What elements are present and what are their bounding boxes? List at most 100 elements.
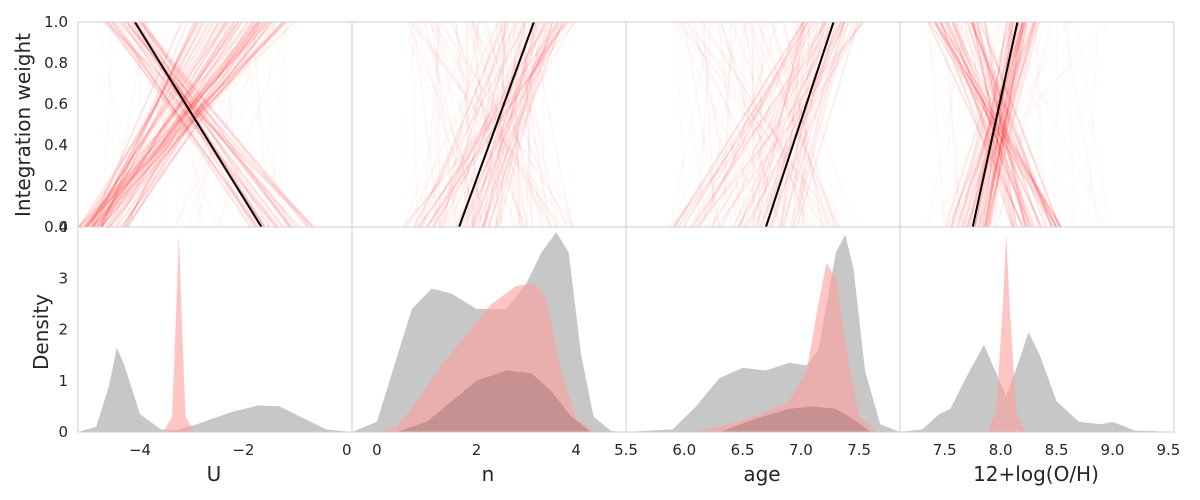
sample-line — [140, 22, 311, 228]
sample-line — [793, 22, 849, 228]
x-tick-label: 4 — [571, 441, 581, 459]
pink-density — [987, 234, 1026, 432]
sample-line — [110, 22, 254, 228]
sample-line — [496, 22, 553, 228]
sample-line — [691, 22, 834, 228]
sample-line — [468, 22, 540, 228]
y-tick-label: 0.4 — [44, 136, 68, 154]
sample-line — [967, 22, 1027, 228]
panel-3 — [625, 21, 901, 433]
panel-grid — [77, 21, 1175, 433]
sample-line — [120, 22, 298, 228]
x-tick-label: 9.0 — [1101, 441, 1125, 459]
sample-lines — [78, 22, 316, 228]
sample-line — [481, 22, 550, 228]
overlap-density — [396, 370, 592, 432]
sample-line — [86, 22, 221, 228]
panel-1 — [77, 21, 353, 433]
sample-line — [950, 22, 1015, 228]
sample-line — [781, 22, 837, 228]
sample-line — [979, 22, 1061, 228]
sample-line — [751, 22, 755, 228]
sample-line — [947, 22, 1036, 228]
sample-line — [789, 22, 845, 228]
sample-line — [956, 22, 1024, 228]
pink-density — [376, 283, 597, 432]
sample-line — [463, 22, 558, 228]
sample-line — [977, 22, 1023, 228]
bottom-ylabel: Density — [29, 294, 53, 370]
sample-line — [673, 22, 838, 228]
sample-line — [770, 22, 838, 228]
sample-line — [984, 22, 1014, 228]
x-tick-label: 6.5 — [731, 441, 755, 459]
sample-line — [474, 22, 541, 228]
sample-line — [986, 22, 1013, 228]
top-ylabel: Integration weight — [11, 33, 35, 217]
sample-line — [689, 22, 810, 228]
sample-line — [933, 22, 1062, 228]
sample-line — [100, 22, 284, 228]
sample-line — [935, 22, 1059, 228]
sample-line — [973, 22, 1029, 228]
sample-line — [976, 22, 1036, 228]
sample-line — [120, 22, 262, 228]
sample-line — [744, 22, 861, 228]
sample-line — [454, 22, 483, 228]
x-tick-label: 7.0 — [789, 441, 813, 459]
sample-line — [97, 22, 239, 228]
sample-line — [951, 22, 1042, 228]
sample-line — [529, 22, 573, 228]
sample-line — [100, 22, 204, 228]
sample-line — [982, 22, 1035, 228]
sample-line — [933, 22, 1054, 228]
sample-line — [979, 22, 1036, 228]
sample-line — [421, 22, 548, 228]
sample-line — [449, 22, 519, 228]
sample-line — [951, 22, 1013, 228]
sample-line — [79, 22, 296, 228]
sample-line — [402, 22, 577, 228]
sample-line — [525, 22, 534, 228]
sample-line — [126, 22, 267, 228]
sample-line — [457, 22, 515, 228]
sample-line — [96, 22, 275, 228]
sample-line — [404, 22, 562, 228]
sample-line — [698, 22, 843, 228]
sample-line — [727, 22, 799, 228]
sample-line — [139, 22, 292, 228]
sample-line — [89, 22, 183, 228]
y-tick-label: 3 — [58, 269, 68, 287]
sample-line — [985, 22, 1037, 228]
sample-line — [431, 22, 567, 228]
sample-line — [484, 22, 523, 228]
sample-line — [406, 22, 493, 228]
sample-line — [952, 22, 1030, 228]
sample-line — [107, 22, 220, 228]
sample-line — [945, 22, 1036, 228]
sample-line — [939, 22, 1032, 228]
sample-line — [103, 22, 271, 228]
sample-line — [951, 22, 1058, 228]
sample-line — [947, 22, 1034, 228]
sample-line — [442, 22, 571, 228]
sample-line — [441, 22, 537, 228]
sample-line — [749, 22, 840, 228]
sample-line — [91, 22, 260, 228]
sample-line — [101, 22, 228, 228]
sample-line — [483, 22, 506, 228]
sample-line — [783, 22, 824, 228]
x-tick-label: 8.0 — [989, 441, 1013, 459]
sample-line — [988, 22, 1028, 228]
sample-line — [980, 22, 1061, 228]
sample-line — [85, 22, 243, 228]
sample-line — [965, 22, 1033, 228]
sample-line — [426, 22, 549, 228]
y-tick-label: 1 — [58, 372, 68, 390]
sample-lines — [402, 22, 577, 228]
sample-line — [699, 22, 805, 228]
sample-line — [410, 22, 563, 228]
sample-line — [83, 22, 206, 228]
x-tick-label: 2 — [472, 441, 482, 459]
sample-line — [683, 22, 809, 228]
